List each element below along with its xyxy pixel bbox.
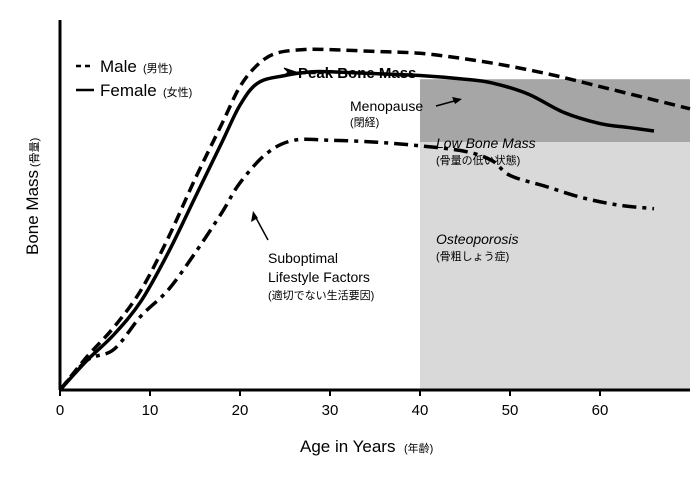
suboptimal-arrow-shaft: [254, 215, 269, 241]
x-tick-label-0: 0: [56, 402, 64, 419]
x-axis-title-jp: (年齢): [404, 441, 433, 455]
legend-female-label-jp: (女性): [163, 85, 192, 99]
region-low-bone-mass: [420, 79, 690, 143]
legend-male-label-jp: (男性): [143, 61, 172, 75]
y-axis-title-group: Bone Mass (骨量): [23, 138, 42, 255]
series-line-female: [58, 69, 655, 392]
x-tick-label-30: 30: [322, 402, 339, 419]
x-tick-label-60: 60: [592, 402, 609, 419]
y-axis-title-jp: (骨量): [28, 138, 41, 167]
suboptimal-label-line2: Lifestyle Factors: [268, 269, 370, 285]
y-axis-title: Bone Mass: [23, 170, 42, 255]
region-shading-layer: [420, 79, 690, 390]
menopause-arrow-icon: [452, 97, 462, 104]
region-label-low-bone-mass: Low Bone Mass: [436, 135, 536, 151]
region-label-osteoporosis: Osteoporosis: [436, 231, 518, 247]
suboptimal-label-line1: Suboptimal: [268, 250, 338, 266]
axes: [58, 20, 690, 392]
region-label-osteoporosis-jp: (骨粗しょう症): [436, 249, 509, 263]
legend-male-label: Male: [100, 57, 137, 76]
series-line-male: [58, 47, 691, 392]
x-tick-label-20: 20: [232, 402, 249, 419]
legend: Male (男性) Female (女性): [76, 57, 192, 100]
region-osteoporosis: [420, 142, 690, 390]
menopause-label-jp: (閉経): [350, 116, 379, 129]
x-tick-label-50: 50: [502, 402, 519, 419]
x-tick-label-10: 10: [142, 402, 159, 419]
annotations: Low Bone Mass (骨量の低い状態) Osteoporosis (骨粗…: [251, 65, 536, 302]
series-lines: [58, 47, 691, 392]
x-tick-label-40: 40: [412, 402, 429, 419]
peak-bone-mass-arrow-icon: [283, 67, 298, 77]
legend-female-label: Female: [100, 81, 157, 100]
x-axis-title: Age in Years: [300, 437, 395, 456]
x-ticks: 0 10 20 30 40 50 60: [56, 390, 609, 419]
suboptimal-label-jp: (適切でない生活要因): [268, 288, 374, 302]
menopause-label: Menopause: [350, 98, 423, 114]
peak-bone-mass-label: Peak Bone Mass: [298, 65, 416, 82]
series-line-suboptimal-lifestyle-factors: [58, 137, 655, 392]
region-label-low-bone-mass-jp: (骨量の低い状態): [436, 153, 520, 167]
suboptimal-arrow-icon: [251, 211, 258, 222]
